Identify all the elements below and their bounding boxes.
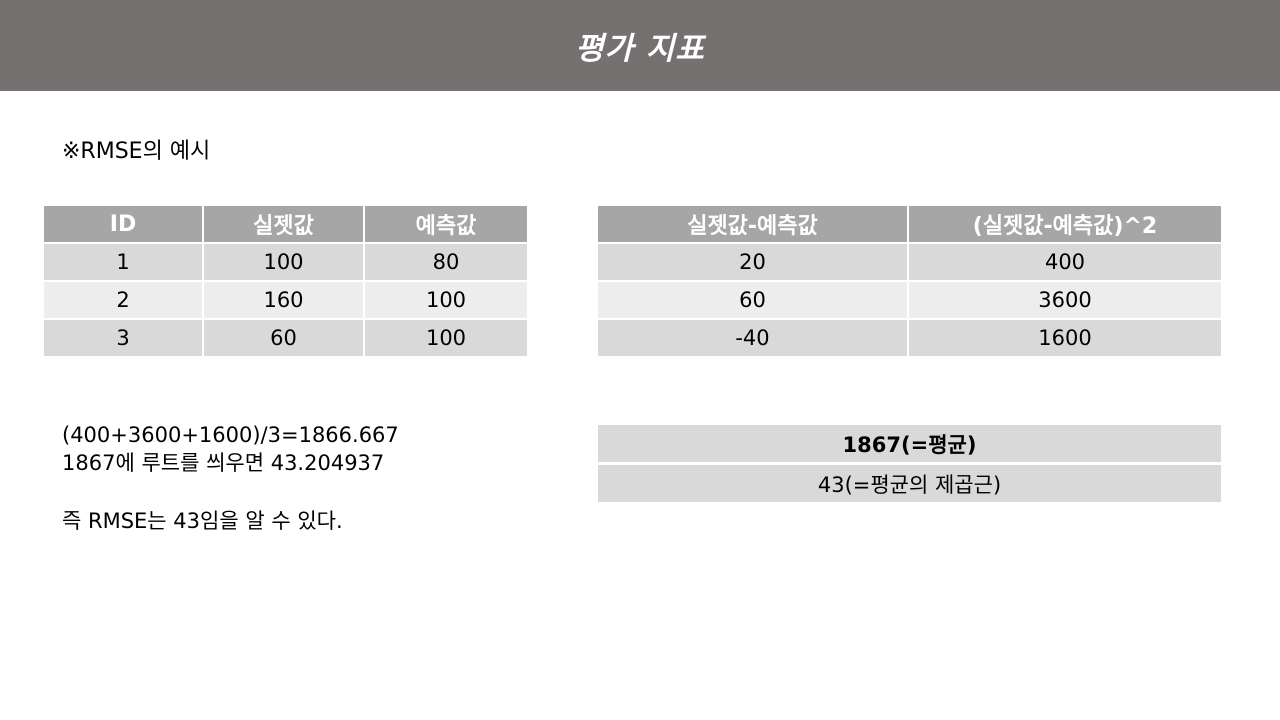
- table-cell: 1600: [909, 320, 1221, 358]
- page-title: 평가 지표: [575, 31, 705, 67]
- title-bar: 평가 지표: [0, 0, 1280, 91]
- table-cell: -40: [598, 320, 909, 358]
- mean-result-box: 1867(=평균): [598, 425, 1221, 462]
- calculation-text: (400+3600+1600)/3=1866.667 1867에 루트를 씌우면…: [62, 421, 399, 535]
- table-row: -40 1600: [598, 320, 1221, 358]
- table-cell: 100: [365, 320, 527, 358]
- table-cell: 60: [204, 320, 365, 358]
- table-cell: 60: [598, 282, 909, 320]
- table-header-row: 실젯값-예측값 (실젯값-예측값)^2: [598, 206, 1221, 244]
- table-cell: 80: [365, 244, 527, 282]
- table-row: 2 160 100: [44, 282, 527, 320]
- column-header-predicted: 예측값: [365, 206, 527, 244]
- column-header-actual: 실젯값: [204, 206, 365, 244]
- column-header-squared: (실젯값-예측값)^2: [909, 206, 1221, 244]
- table-row: 3 60 100: [44, 320, 527, 358]
- section-subtitle: ※RMSE의 예시: [62, 139, 211, 164]
- table-cell: 3: [44, 320, 204, 358]
- conclusion-line: 즉 RMSE는 43임을 알 수 있다.: [62, 509, 343, 533]
- table-row: 20 400: [598, 244, 1221, 282]
- table-cell: 3600: [909, 282, 1221, 320]
- table-cell: 20: [598, 244, 909, 282]
- table-header-row: ID 실젯값 예측값: [44, 206, 527, 244]
- spacer: [62, 477, 399, 507]
- table-row: 60 3600: [598, 282, 1221, 320]
- column-header-difference: 실젯값-예측값: [598, 206, 909, 244]
- table-cell: 400: [909, 244, 1221, 282]
- table-row: 1 100 80: [44, 244, 527, 282]
- error-table: 실젯값-예측값 (실젯값-예측값)^2 20 400 60 3600 -40 1…: [598, 206, 1221, 358]
- column-header-id: ID: [44, 206, 204, 244]
- table-cell: 100: [365, 282, 527, 320]
- root-result-box: 43(=평균의 제곱근): [598, 465, 1221, 502]
- table-cell: 100: [204, 244, 365, 282]
- mean-result-label: 1867(=평균): [842, 432, 977, 457]
- table-cell: 160: [204, 282, 365, 320]
- table-cell: 1: [44, 244, 204, 282]
- calculation-line: (400+3600+1600)/3=1866.667: [62, 423, 399, 447]
- calculation-line: 1867에 루트를 씌우면 43.204937: [62, 451, 385, 475]
- values-table: ID 실젯값 예측값 1 100 80 2 160 100 3 60 100: [44, 206, 527, 358]
- table-cell: 2: [44, 282, 204, 320]
- root-result-label: 43(=평균의 제곱근): [817, 472, 1002, 497]
